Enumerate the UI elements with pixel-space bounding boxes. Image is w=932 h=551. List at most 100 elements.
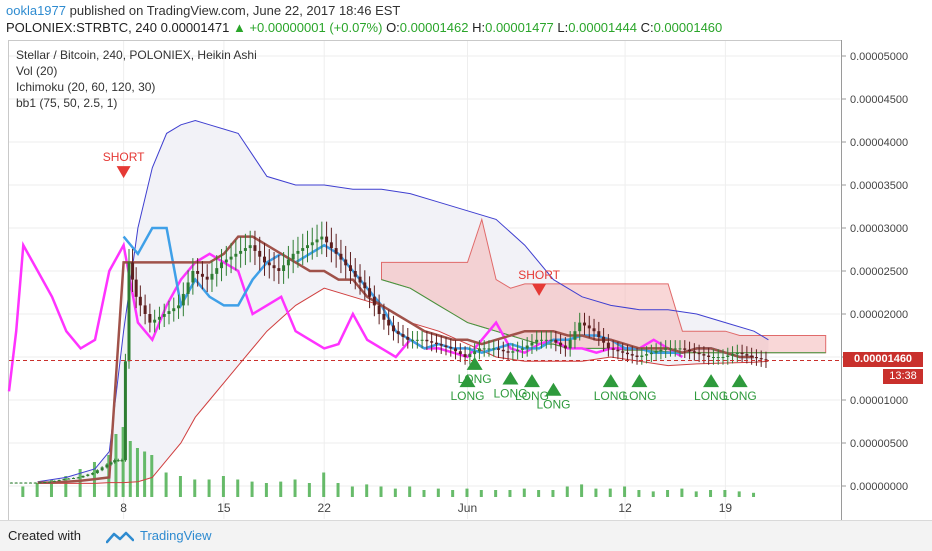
candle-body bbox=[267, 262, 271, 266]
candle-body bbox=[19, 482, 23, 484]
price-change: +0.00000001 (+0.07%) bbox=[249, 20, 383, 35]
candle-body bbox=[602, 336, 606, 343]
candle-body bbox=[587, 325, 591, 329]
candle-body bbox=[563, 345, 567, 349]
x-tick-label: Jun bbox=[458, 501, 477, 515]
volume-bar bbox=[393, 488, 397, 497]
volume-bar bbox=[143, 451, 147, 497]
candle-body bbox=[415, 339, 419, 341]
y-tick-label: 0.00002500 bbox=[850, 266, 908, 278]
long-signal-marker bbox=[631, 374, 648, 388]
volume-bar bbox=[537, 490, 541, 497]
candle-body bbox=[120, 460, 124, 462]
blue-indicator-line bbox=[122, 226, 754, 359]
y-tick-label: 0.00002000 bbox=[850, 309, 908, 321]
volume-bar bbox=[64, 476, 68, 497]
candle-body bbox=[372, 296, 376, 306]
candle-body bbox=[726, 355, 730, 357]
candle-body bbox=[205, 276, 209, 280]
low-label: L: bbox=[557, 20, 569, 35]
volume-bar bbox=[494, 490, 498, 497]
candle-body bbox=[697, 352, 701, 355]
candle-body bbox=[243, 248, 247, 251]
candle-body bbox=[123, 361, 127, 461]
candle-body bbox=[406, 336, 410, 340]
candle-body bbox=[659, 349, 663, 352]
long-signal-marker bbox=[545, 382, 562, 396]
author-link[interactable]: ookla1977 bbox=[6, 3, 66, 18]
candle-body bbox=[482, 348, 486, 350]
candle-body bbox=[52, 480, 56, 482]
symbol-label: POLONIEX:STRBTC, 240 bbox=[6, 20, 157, 35]
close-label: C: bbox=[640, 20, 654, 35]
candle-body bbox=[664, 348, 668, 350]
volume-bar bbox=[608, 488, 612, 497]
candle-body bbox=[678, 348, 682, 350]
volume-bar bbox=[250, 481, 254, 497]
candle-body bbox=[501, 349, 505, 352]
price-axis-line bbox=[841, 40, 842, 520]
candle-body bbox=[683, 348, 687, 350]
candle-body bbox=[721, 357, 725, 358]
candle-body bbox=[530, 342, 534, 346]
candle-body bbox=[520, 348, 524, 350]
volume-bar bbox=[551, 490, 555, 497]
close-value: 0.00001460 bbox=[653, 20, 723, 35]
y-tick-label: 0.00001000 bbox=[850, 395, 908, 407]
long-signal-marker bbox=[523, 374, 540, 388]
candle-body bbox=[444, 345, 448, 347]
volume-bar bbox=[522, 488, 526, 497]
candle-body bbox=[358, 276, 362, 283]
candle-body bbox=[91, 473, 95, 475]
volume-bar bbox=[436, 488, 440, 497]
candle-body bbox=[14, 482, 18, 484]
candle-body bbox=[468, 354, 472, 357]
candle-body bbox=[248, 245, 252, 249]
bollinger-lower-line bbox=[37, 287, 769, 484]
candle-body bbox=[191, 271, 195, 283]
brown-indicator-line bbox=[37, 235, 754, 484]
candle-body bbox=[220, 262, 224, 269]
candle-body bbox=[100, 467, 104, 471]
volume-bar bbox=[178, 476, 182, 497]
candle-body bbox=[425, 339, 429, 342]
open-label: O: bbox=[386, 20, 400, 35]
candle-body bbox=[497, 348, 501, 350]
candle-body bbox=[181, 293, 185, 306]
candle-body bbox=[716, 357, 720, 358]
short-signal-marker bbox=[532, 283, 547, 296]
volume-bar bbox=[422, 490, 426, 497]
candle-body bbox=[86, 474, 90, 476]
candle-body bbox=[516, 349, 520, 352]
tradingview-link[interactable]: TradingView bbox=[140, 528, 212, 543]
candle-body bbox=[24, 482, 28, 484]
bar-countdown-tag: 13:38 bbox=[883, 369, 923, 384]
volume-bar bbox=[465, 488, 469, 497]
candle-body bbox=[535, 339, 539, 343]
candle-body bbox=[635, 355, 639, 357]
volume-bar bbox=[508, 490, 512, 497]
candle-body bbox=[33, 482, 37, 484]
candle-body bbox=[506, 351, 510, 353]
y-tick-label: 0.00004500 bbox=[850, 94, 908, 106]
candle-body bbox=[310, 242, 314, 246]
y-tick-label: 0.00000000 bbox=[850, 481, 908, 493]
candle-body bbox=[711, 357, 715, 358]
candle-body bbox=[127, 262, 131, 362]
volume-bar bbox=[207, 479, 211, 497]
volume-bar bbox=[49, 479, 53, 497]
candle-body bbox=[157, 316, 161, 320]
volume-bar bbox=[651, 491, 655, 497]
candle-body bbox=[239, 250, 243, 254]
candle-body bbox=[325, 236, 329, 243]
candle-body bbox=[616, 349, 620, 352]
x-tick-label: 19 bbox=[719, 501, 733, 515]
volume-bar bbox=[365, 484, 369, 497]
candle-body bbox=[253, 245, 257, 251]
chart-legend: Stellar / Bitcoin, 240, POLONIEX, Heikin… bbox=[16, 47, 257, 111]
candle-body bbox=[113, 460, 117, 463]
candle-body bbox=[668, 348, 672, 350]
candle-body bbox=[411, 339, 415, 341]
candle-body bbox=[764, 359, 768, 361]
